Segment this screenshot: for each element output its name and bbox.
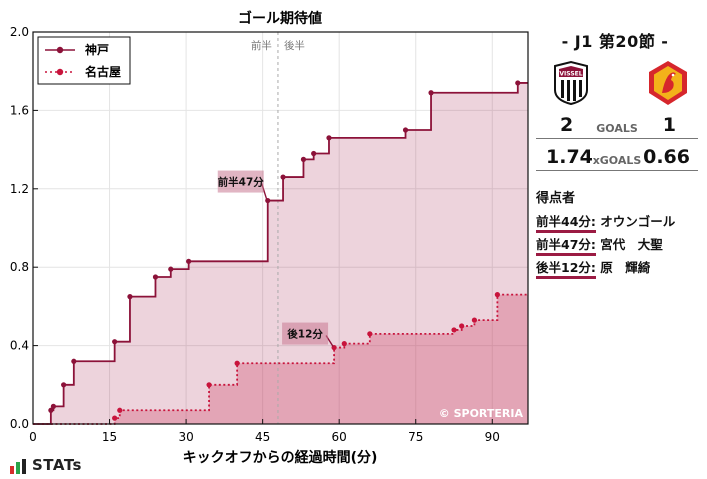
y-tick-label: 0.8 <box>10 260 29 274</box>
x-tick-label: 90 <box>485 430 500 444</box>
area-fill-series-0 <box>33 82 528 425</box>
data-point-series-0 <box>61 382 67 388</box>
data-point-series-0 <box>48 407 54 413</box>
data-point-series-1 <box>234 360 240 366</box>
annotation-box <box>217 170 264 193</box>
plot-frame <box>32 31 529 425</box>
data-point-series-1 <box>471 317 478 323</box>
x-axis-label: キックオフからの経過時間(分) <box>183 449 378 466</box>
area-fill-series-1 <box>33 294 528 424</box>
brand-name: STATs <box>32 456 82 474</box>
x-tick-label: 45 <box>255 430 270 444</box>
scorer-item: 前半44分: オウンゴール <box>536 211 676 233</box>
series-points <box>48 80 521 421</box>
nagoya-grampus-crest-icon <box>649 61 687 105</box>
annotation-box <box>282 322 329 345</box>
data-point-series-0 <box>428 90 434 96</box>
x-tick-label: 15 <box>102 430 117 444</box>
scorer-item: 前半47分: 宮代 大聖 <box>536 234 663 256</box>
x-tick-label: 60 <box>332 430 347 444</box>
y-tick-label: 0.0 <box>10 417 29 431</box>
data-point-series-1 <box>459 323 465 329</box>
data-point-series-1 <box>451 327 457 333</box>
data-point-series-0 <box>168 266 174 272</box>
y-tick-label: 1.2 <box>10 182 29 196</box>
data-point-series-1 <box>494 292 500 298</box>
legend-label-kobe: 神戸 <box>85 42 109 57</box>
scorer-time: 後半12分: <box>536 260 596 279</box>
home-goals: 2 <box>560 114 574 136</box>
legend: 神戸 名古屋 <box>37 36 131 85</box>
annotation-label: 前半47分 <box>218 176 265 189</box>
data-point-series-0 <box>402 127 409 133</box>
data-point-series-0 <box>311 150 317 157</box>
halftime-marker: 前半 後半 <box>251 32 305 424</box>
crest-text: VISSEL <box>559 71 582 78</box>
legend-label-nagoya: 名古屋 <box>85 64 121 79</box>
vissel-kobe-crest-icon: VISSEL <box>554 60 588 106</box>
watermark: © SPORTERIA <box>439 407 524 420</box>
away-goals: 1 <box>662 114 676 136</box>
data-point-series-0 <box>71 358 77 364</box>
data-point-series-1 <box>367 331 373 337</box>
scorer-item: 後半12分: 原 輝綺 <box>536 257 651 279</box>
x-tick-label: 0 <box>29 430 37 444</box>
area-fills <box>33 82 528 425</box>
goals-row: 2 GOALS 1 <box>536 114 698 139</box>
data-point-series-1 <box>112 415 118 421</box>
scorers-title: 得点者 <box>536 191 576 206</box>
y-tick-label: 1.6 <box>10 103 29 117</box>
data-point-series-0 <box>515 80 521 86</box>
data-point-series-0 <box>300 156 307 162</box>
x-tick-label: 30 <box>178 430 193 444</box>
y-tick-label: 0.4 <box>10 339 29 353</box>
scorer-time: 前半44分: <box>536 214 596 233</box>
match-panel: - J1 第20節 - VISSEL 2 GOALS 1 1.74 xGOALS… <box>532 0 707 479</box>
data-point-series-0 <box>326 135 332 141</box>
data-point-series-1 <box>341 341 347 347</box>
xg-row: 1.74 xGOALS 0.66 <box>536 146 698 171</box>
annotation-label: 後12分 <box>286 328 323 341</box>
scorer-name: 宮代 大聖 <box>600 237 663 252</box>
legend-marker-nagoya <box>56 68 64 76</box>
goals-label: GOALS <box>596 122 638 135</box>
halftime-label-first: 前半 <box>251 39 272 52</box>
data-point-series-0 <box>186 258 192 264</box>
scorer-name: 原 輝綺 <box>600 260 651 275</box>
away-xg: 0.66 <box>643 146 690 168</box>
halftime-label-second: 後半 <box>284 39 305 52</box>
x-tick-label: 75 <box>408 430 423 444</box>
xg-label: xGOALS <box>592 154 642 167</box>
chart-title: ゴール期待値 <box>238 10 322 27</box>
match-title: - J1 第20節 - <box>561 32 669 51</box>
bar-chart-icon <box>10 459 26 474</box>
data-point-series-0 <box>127 294 133 300</box>
legend-box <box>37 36 131 85</box>
scorer-name: オウンゴール <box>600 214 676 229</box>
data-point-series-1 <box>206 382 212 388</box>
legend-marker-kobe <box>56 46 64 54</box>
data-point-series-0 <box>50 403 57 409</box>
home-xg: 1.74 <box>546 146 593 168</box>
y-tick-label: 2.0 <box>10 25 29 39</box>
scorer-time: 前半47分: <box>536 237 596 256</box>
axis-ticks: 0 15 30 45 60 75 90 0.0 0.4 0.8 1.2 1.6 2.0 <box>10 25 500 444</box>
series-line-0 <box>33 82 528 425</box>
data-point-series-0 <box>112 339 118 345</box>
data-point-series-1 <box>117 407 123 413</box>
data-point-series-0 <box>280 174 286 180</box>
data-point-series-0 <box>152 274 159 280</box>
